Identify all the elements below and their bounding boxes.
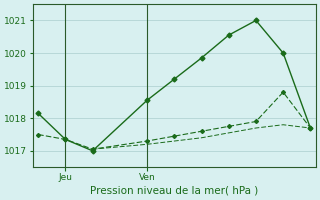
X-axis label: Pression niveau de la mer( hPa ): Pression niveau de la mer( hPa )	[90, 186, 259, 196]
